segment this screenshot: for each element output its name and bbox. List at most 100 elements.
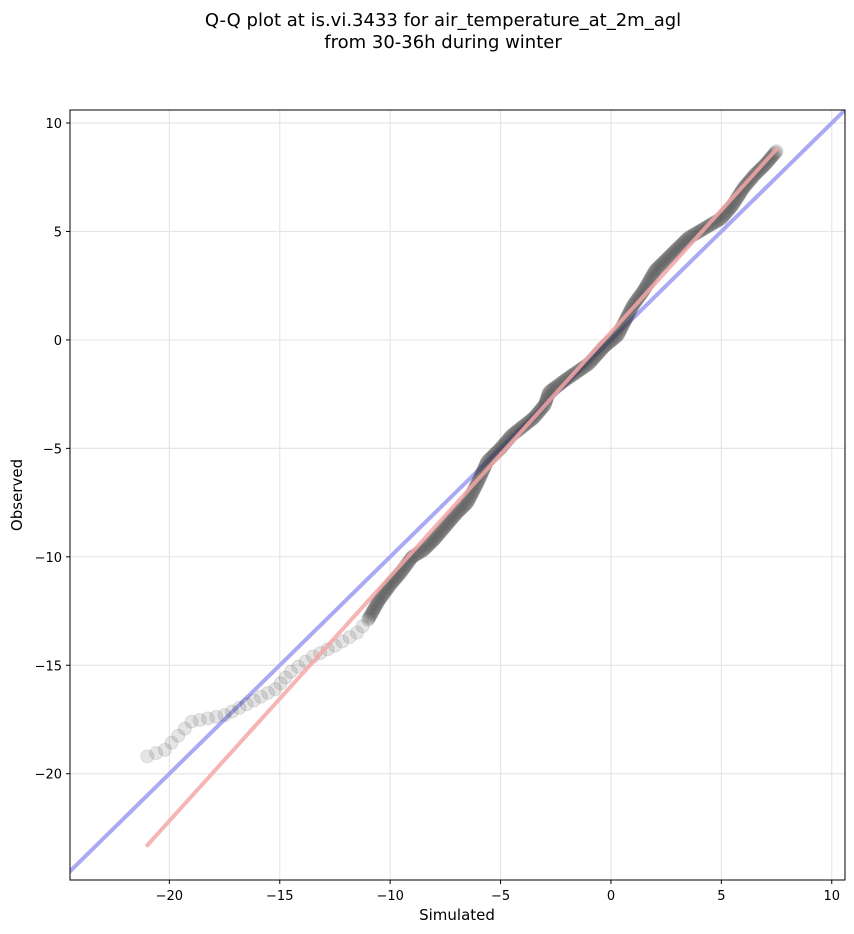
data-point-108 bbox=[437, 520, 452, 535]
x-tick-label-6: 10 bbox=[823, 889, 840, 904]
data-point-109 bbox=[438, 519, 453, 534]
data-point-91 bbox=[419, 540, 434, 555]
data-point-338 bbox=[664, 247, 679, 262]
data-point-276 bbox=[610, 328, 625, 343]
x-axis-ticks: −20 −15 −10 −5 0 5 10 bbox=[156, 880, 840, 904]
y-tick-label-0: −20 bbox=[35, 768, 62, 783]
x-tick-label-5: 5 bbox=[717, 889, 725, 904]
data-point-40 bbox=[368, 600, 383, 615]
data-point-117 bbox=[446, 509, 461, 524]
data-point-335 bbox=[661, 250, 676, 265]
data-point-3 bbox=[164, 735, 179, 750]
x-tick-label-1: −15 bbox=[266, 889, 293, 904]
x-tick-label-2: −10 bbox=[376, 889, 403, 904]
data-point-105 bbox=[434, 524, 449, 539]
data-point-35 bbox=[364, 607, 379, 622]
data-point-114 bbox=[443, 513, 458, 528]
data-point-107 bbox=[436, 521, 451, 536]
data-point-50 bbox=[376, 586, 391, 601]
data-point-7 bbox=[192, 713, 207, 728]
x-tick-label-0: −20 bbox=[156, 889, 183, 904]
data-point-97 bbox=[426, 533, 441, 548]
data-point-94 bbox=[422, 536, 437, 551]
data-point-41 bbox=[368, 598, 383, 613]
data-point-129 bbox=[459, 496, 474, 511]
data-point-341 bbox=[667, 243, 682, 258]
data-point-31 bbox=[361, 612, 376, 627]
data-point-2 bbox=[157, 742, 172, 757]
data-point-88 bbox=[416, 543, 431, 558]
data-point-319 bbox=[644, 269, 659, 284]
data-point-300 bbox=[628, 294, 643, 309]
data-point-1 bbox=[149, 746, 164, 761]
data-point-323 bbox=[648, 263, 663, 278]
data-point-327 bbox=[652, 259, 667, 274]
y-axis-label: Observed bbox=[8, 459, 26, 531]
data-point-110 bbox=[439, 518, 454, 533]
data-point-126 bbox=[456, 499, 471, 514]
data-point-4 bbox=[171, 728, 186, 743]
data-point-49 bbox=[375, 588, 390, 603]
data-point-28 bbox=[342, 630, 357, 645]
y-axis-ticks: −20 −15 −10 −5 0 5 10 bbox=[35, 117, 70, 783]
data-point-119 bbox=[448, 507, 463, 522]
data-point-324 bbox=[649, 262, 664, 277]
data-point-328 bbox=[653, 258, 668, 273]
y-tick-label-4: 0 bbox=[54, 334, 62, 349]
data-point-106 bbox=[435, 523, 450, 537]
data-point-98 bbox=[427, 532, 442, 547]
data-point-334 bbox=[660, 251, 675, 266]
grid-lines bbox=[70, 110, 845, 880]
data-point-33 bbox=[362, 609, 377, 624]
data-point-43 bbox=[370, 595, 385, 610]
data-point-92 bbox=[420, 538, 435, 553]
data-point-37 bbox=[365, 604, 380, 619]
reference-line-1to1 bbox=[70, 110, 845, 874]
data-point-6 bbox=[184, 714, 199, 729]
data-point-101 bbox=[430, 528, 445, 543]
chart-title-line-1: Q-Q plot at is.vi.3433 for air_temperatu… bbox=[205, 10, 681, 31]
data-point-111 bbox=[440, 517, 455, 532]
data-point-125 bbox=[454, 501, 469, 516]
chart-title-line-2: from 30-36h during winter bbox=[324, 32, 562, 53]
data-point-89 bbox=[417, 542, 432, 557]
data-point-340 bbox=[666, 245, 681, 260]
data-point-16 bbox=[261, 685, 276, 700]
data-point-322 bbox=[647, 264, 662, 279]
x-axis-label: Simulated bbox=[419, 906, 495, 924]
data-point-123 bbox=[452, 503, 467, 518]
data-point-13 bbox=[239, 697, 254, 712]
data-point-329 bbox=[654, 257, 669, 271]
data-point-11 bbox=[224, 704, 239, 719]
data-point-32 bbox=[361, 611, 376, 626]
data-point-27 bbox=[335, 634, 350, 649]
y-tick-label-1: −15 bbox=[35, 659, 62, 674]
data-point-30 bbox=[355, 619, 370, 634]
data-point-10 bbox=[217, 708, 232, 723]
y-tick-label-2: −10 bbox=[35, 551, 62, 566]
data-point-104 bbox=[433, 525, 448, 540]
data-point-275 bbox=[609, 329, 624, 344]
data-point-46 bbox=[373, 591, 388, 606]
data-point-333 bbox=[659, 252, 674, 267]
data-point-100 bbox=[429, 530, 444, 545]
data-point-17 bbox=[268, 682, 283, 697]
data-point-19 bbox=[278, 670, 293, 685]
data-point-370 bbox=[704, 217, 719, 232]
data-point-0 bbox=[140, 749, 155, 764]
data-point-130 bbox=[460, 495, 475, 510]
data-point-47 bbox=[373, 590, 388, 605]
data-point-48 bbox=[374, 589, 389, 604]
data-point-5 bbox=[177, 721, 192, 736]
data-point-15 bbox=[253, 689, 268, 704]
data-point-12 bbox=[232, 700, 247, 715]
data-point-115 bbox=[444, 512, 459, 527]
data-point-38 bbox=[366, 602, 381, 617]
data-point-339 bbox=[665, 246, 680, 261]
data-point-325 bbox=[650, 261, 665, 276]
y-tick-label-6: 10 bbox=[45, 117, 62, 132]
data-point-128 bbox=[458, 497, 473, 512]
data-point-342 bbox=[669, 242, 684, 257]
data-point-96 bbox=[425, 534, 440, 549]
data-point-14 bbox=[246, 693, 261, 708]
